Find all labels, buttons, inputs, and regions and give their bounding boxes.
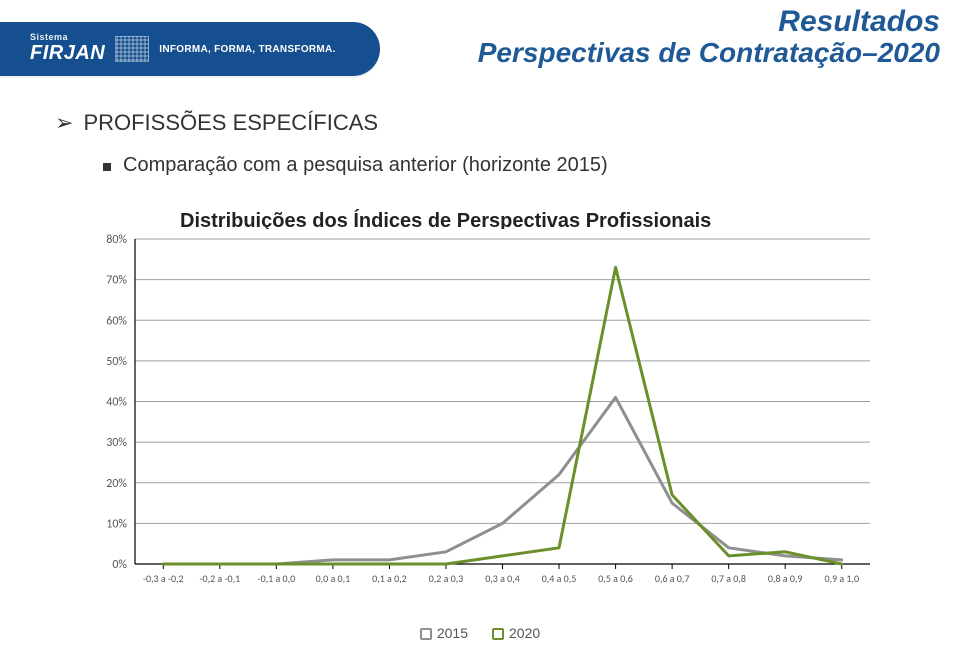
- svg-text:0,3 a 0,4: 0,3 a 0,4: [485, 572, 520, 585]
- banner-tagline: INFORMA, FORMA, TRANSFORMA.: [159, 44, 335, 55]
- banner-logo-icon: [115, 36, 149, 62]
- banner-brand: FIRJAN: [30, 42, 105, 65]
- svg-text:70%: 70%: [106, 274, 127, 288]
- svg-text:10%: 10%: [106, 517, 127, 531]
- body-area: ➢ PROFISSÕES ESPECÍFICAS Comparação com …: [55, 110, 930, 177]
- svg-text:0,6 a 0,7: 0,6 a 0,7: [655, 572, 690, 585]
- svg-text:40%: 40%: [106, 396, 127, 410]
- bullet-level-1-text: PROFISSÕES ESPECÍFICAS: [83, 110, 378, 136]
- heading-line-2: Perspectivas de Contratação–2020: [478, 38, 940, 67]
- chart-container: Distribuições dos Índices de Perspectiva…: [80, 210, 880, 641]
- svg-text:0,4 a 0,5: 0,4 a 0,5: [542, 572, 577, 585]
- svg-text:-0,2 a -0,1: -0,2 a -0,1: [199, 572, 240, 585]
- svg-text:20%: 20%: [106, 477, 127, 491]
- svg-text:80%: 80%: [106, 233, 127, 247]
- legend-label: 2015: [437, 625, 468, 641]
- svg-text:0,9 a 1,0: 0,9 a 1,0: [824, 572, 859, 585]
- square-bullet-icon: [103, 163, 111, 171]
- heading-line-1: Resultados: [478, 6, 940, 38]
- top-banner: Sistema FIRJAN INFORMA, FORMA, TRANSFORM…: [0, 22, 380, 76]
- svg-text:60%: 60%: [106, 314, 127, 328]
- svg-text:0,1 a 0,2: 0,1 a 0,2: [372, 572, 407, 585]
- legend-label: 2020: [509, 625, 540, 641]
- svg-text:50%: 50%: [106, 355, 127, 369]
- svg-text:0,5 a 0,6: 0,5 a 0,6: [598, 572, 633, 585]
- legend-item: 2020: [492, 625, 540, 641]
- line-chart: 0% 10% 20% 30% 40% 50% 60% 70% 80% -0,3 a -0,2 -0,…: [80, 229, 880, 619]
- legend-item: 2015: [420, 625, 468, 641]
- svg-text:0,7 a 0,8: 0,7 a 0,8: [711, 572, 746, 585]
- bullet-level-1: ➢ PROFISSÕES ESPECÍFICAS: [55, 110, 930, 136]
- bullet-level-2-text: Comparação com a pesquisa anterior (hori…: [123, 154, 608, 177]
- chart-legend: 2015 2020: [80, 625, 880, 641]
- svg-text:-0,1 a 0,0: -0,1 a 0,0: [258, 572, 296, 585]
- slide-headings: Resultados Perspectivas de Contratação–2…: [478, 6, 940, 67]
- svg-text:0,8 a 0,9: 0,8 a 0,9: [768, 572, 803, 585]
- legend-swatch-icon: [492, 628, 504, 640]
- legend-swatch-icon: [420, 628, 432, 640]
- chevron-icon: ➢: [55, 110, 73, 136]
- svg-text:30%: 30%: [106, 436, 127, 450]
- svg-text:0,0 a 0,1: 0,0 a 0,1: [316, 572, 351, 585]
- svg-text:-0,3 a -0,2: -0,3 a -0,2: [143, 572, 184, 585]
- svg-text:0%: 0%: [112, 558, 127, 572]
- banner-small-label: Sistema: [30, 33, 105, 42]
- svg-text:0,2 a 0,3: 0,2 a 0,3: [429, 572, 464, 585]
- bullet-level-2: Comparação com a pesquisa anterior (hori…: [103, 154, 930, 177]
